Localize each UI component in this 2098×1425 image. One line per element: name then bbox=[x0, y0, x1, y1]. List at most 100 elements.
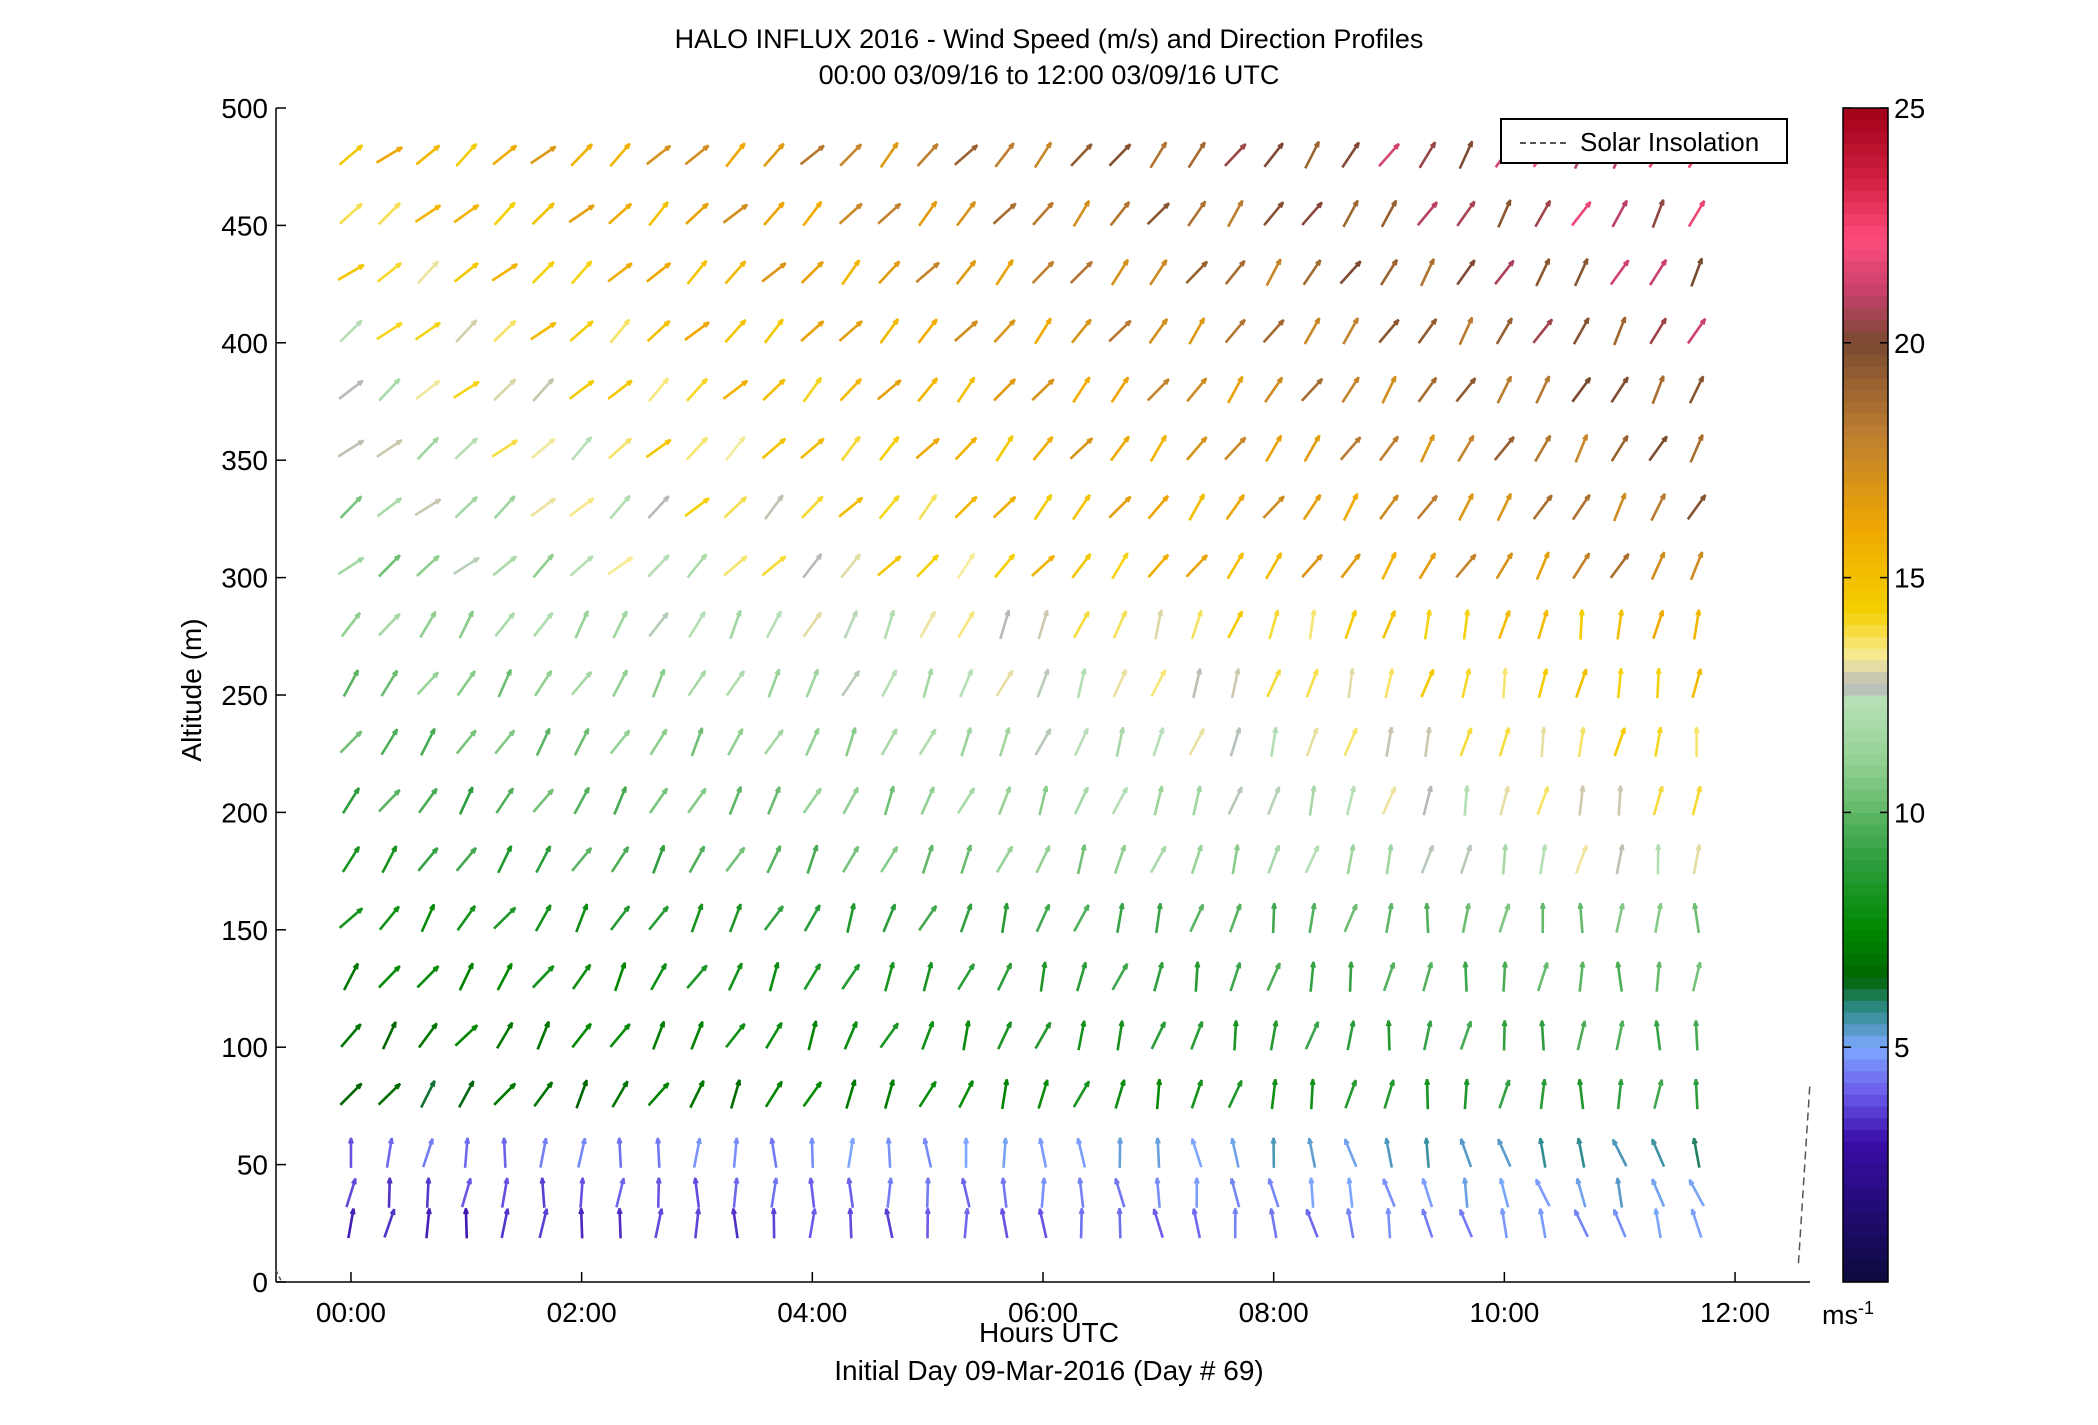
wind-arrow-head bbox=[927, 1177, 931, 1184]
wind-arrow-shaft bbox=[996, 962, 1013, 991]
wind-arrow-head bbox=[1087, 494, 1091, 501]
wind-arrow bbox=[1267, 1177, 1280, 1208]
colorbar-segment bbox=[1843, 695, 1888, 708]
wind-arrow-head bbox=[545, 1137, 549, 1145]
wind-arrow bbox=[1616, 609, 1625, 640]
wind-arrow-head bbox=[742, 260, 747, 268]
wind-arrow-shaft bbox=[1075, 961, 1087, 992]
wind-arrow bbox=[1691, 961, 1702, 992]
wind-arrow bbox=[493, 906, 517, 930]
wind-arrow bbox=[1071, 493, 1091, 521]
wind-arrow-shaft bbox=[687, 787, 707, 814]
wind-arrow-head bbox=[1311, 1078, 1316, 1086]
wind-arrow-head bbox=[1010, 670, 1014, 677]
wind-arrow-shaft bbox=[1071, 553, 1092, 579]
wind-arrow bbox=[1688, 375, 1705, 404]
wind-arrow-head bbox=[1425, 902, 1430, 909]
wind-arrow-shaft bbox=[1110, 258, 1130, 286]
wind-arrow-shaft bbox=[571, 1022, 592, 1049]
wind-arrow-head bbox=[395, 670, 399, 677]
wind-arrow bbox=[998, 727, 1011, 757]
wind-arrow-shaft bbox=[1380, 199, 1398, 228]
wind-arrow-head bbox=[1663, 493, 1666, 500]
wind-arrow-head bbox=[1539, 1137, 1545, 1144]
wind-arrow-shaft bbox=[376, 321, 403, 341]
wind-arrow-head bbox=[741, 1023, 746, 1030]
wind-arrow-head bbox=[857, 378, 862, 385]
wind-arrow-shaft bbox=[1265, 434, 1283, 463]
colorbar-segment bbox=[1843, 413, 1888, 426]
wind-arrow-shaft bbox=[340, 1023, 362, 1048]
wind-arrow bbox=[421, 1137, 434, 1168]
wind-arrow-shaft bbox=[802, 200, 823, 227]
wind-arrow-shaft bbox=[456, 670, 477, 697]
wind-arrow bbox=[535, 727, 551, 757]
wind-arrow-shaft bbox=[1347, 668, 1354, 699]
wind-arrow-head bbox=[1012, 203, 1017, 210]
wind-arrow bbox=[1302, 493, 1322, 521]
wind-arrow-shaft bbox=[723, 555, 748, 577]
wind-arrow bbox=[1416, 201, 1439, 227]
wind-arrow-shaft bbox=[1076, 1137, 1087, 1168]
wind-arrow-head bbox=[895, 142, 899, 149]
wind-arrow-head bbox=[1201, 904, 1205, 911]
wind-arrow-shaft bbox=[494, 612, 516, 638]
wind-arrow-head bbox=[1241, 319, 1246, 326]
wind-arrow bbox=[1648, 258, 1668, 286]
wind-arrow-shaft bbox=[686, 259, 708, 285]
wind-arrow bbox=[958, 1080, 975, 1109]
wind-arrow-head bbox=[972, 260, 977, 267]
wind-arrow-shaft bbox=[1031, 378, 1055, 402]
colorbar-segment bbox=[1843, 1141, 1888, 1154]
wind-arrow bbox=[1532, 494, 1553, 520]
wind-arrow bbox=[531, 965, 555, 989]
wind-arrow bbox=[1188, 317, 1206, 345]
wind-arrow-shaft bbox=[766, 786, 781, 816]
wind-arrow-shaft bbox=[532, 377, 555, 402]
wind-arrow bbox=[1270, 726, 1279, 757]
wind-arrow bbox=[1076, 1137, 1087, 1168]
wind-arrow bbox=[454, 495, 479, 519]
y-tick-label: 400 bbox=[221, 328, 268, 359]
wind-arrow-head bbox=[1620, 1079, 1624, 1086]
wind-arrow-head bbox=[588, 1023, 592, 1030]
wind-arrow-shaft bbox=[1226, 375, 1244, 404]
wind-arrow bbox=[1497, 1138, 1512, 1168]
wind-arrow-head bbox=[473, 319, 478, 326]
wind-arrow bbox=[425, 1207, 432, 1239]
wind-arrow-shaft bbox=[954, 436, 978, 461]
wind-arrow-head bbox=[1270, 1208, 1275, 1215]
wind-arrow bbox=[1498, 1177, 1510, 1208]
wind-arrow-shaft bbox=[955, 259, 977, 285]
wind-arrow-head bbox=[858, 320, 863, 327]
wind-arrow-shaft bbox=[375, 146, 403, 164]
wind-arrow bbox=[770, 1207, 777, 1239]
wind-arrow bbox=[924, 1177, 931, 1208]
wind-arrow bbox=[1495, 552, 1514, 580]
wind-arrow bbox=[1347, 961, 1354, 992]
wind-arrow bbox=[571, 846, 593, 872]
solar-insolation-start bbox=[275, 1269, 283, 1283]
wind-arrow bbox=[454, 1024, 479, 1047]
wind-arrow bbox=[1073, 727, 1089, 757]
wind-arrow bbox=[993, 553, 1016, 579]
colorbar-segment bbox=[1843, 1129, 1888, 1142]
wind-arrow bbox=[1265, 258, 1282, 287]
wind-arrow-head bbox=[702, 846, 706, 853]
wind-arrow bbox=[578, 1207, 585, 1239]
wind-arrow-head bbox=[512, 555, 518, 563]
wind-arrow bbox=[727, 962, 743, 991]
colorbar-segment bbox=[1843, 448, 1888, 461]
wind-arrow-head bbox=[1651, 1138, 1658, 1145]
wind-arrow-head bbox=[1620, 668, 1624, 675]
wind-arrow-shaft bbox=[1031, 260, 1055, 285]
wind-arrow-shaft bbox=[1111, 552, 1129, 580]
wind-arrow bbox=[1303, 434, 1321, 463]
wind-arrow-head bbox=[397, 146, 404, 153]
wind-arrow bbox=[654, 1208, 664, 1239]
wind-arrow-head bbox=[1548, 435, 1552, 442]
wind-arrow bbox=[378, 612, 401, 637]
wind-arrow bbox=[992, 202, 1017, 225]
wind-arrow-shaft bbox=[654, 1208, 663, 1239]
wind-arrow bbox=[956, 376, 976, 403]
